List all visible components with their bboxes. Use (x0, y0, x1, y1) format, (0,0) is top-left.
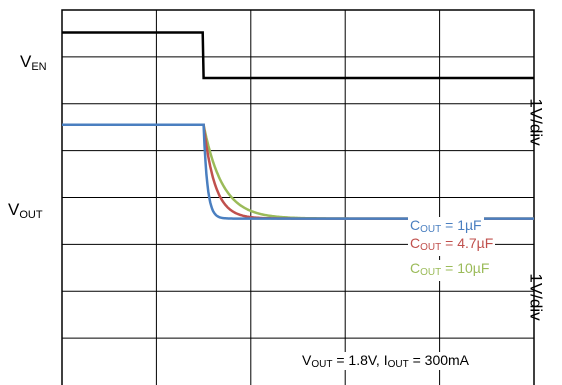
vout-trace-0 (62, 123, 534, 220)
plot-frame (61, 9, 535, 385)
grid (61, 9, 535, 385)
vout-scale-label: 1V/div (526, 273, 546, 321)
legend-entry-1uf: COUT = 1µF (408, 217, 484, 238)
test-conditions-annotation: VOUT = 1.8V, IOUT = 300mA (300, 352, 472, 370)
ven-channel-label: VEN (20, 52, 47, 73)
traces (62, 31, 534, 220)
legend-entry-10uf: COUT = 10µF (408, 260, 492, 281)
vout-trace-2 (62, 123, 534, 220)
ven-scale-label: 1V/div (526, 98, 546, 146)
vout-channel-label: VOUT (8, 200, 43, 221)
vout-trace-1 (62, 123, 534, 220)
legend-entry-4-7uf: COUT = 4.7µF (408, 235, 496, 256)
ven-trace (62, 31, 534, 80)
